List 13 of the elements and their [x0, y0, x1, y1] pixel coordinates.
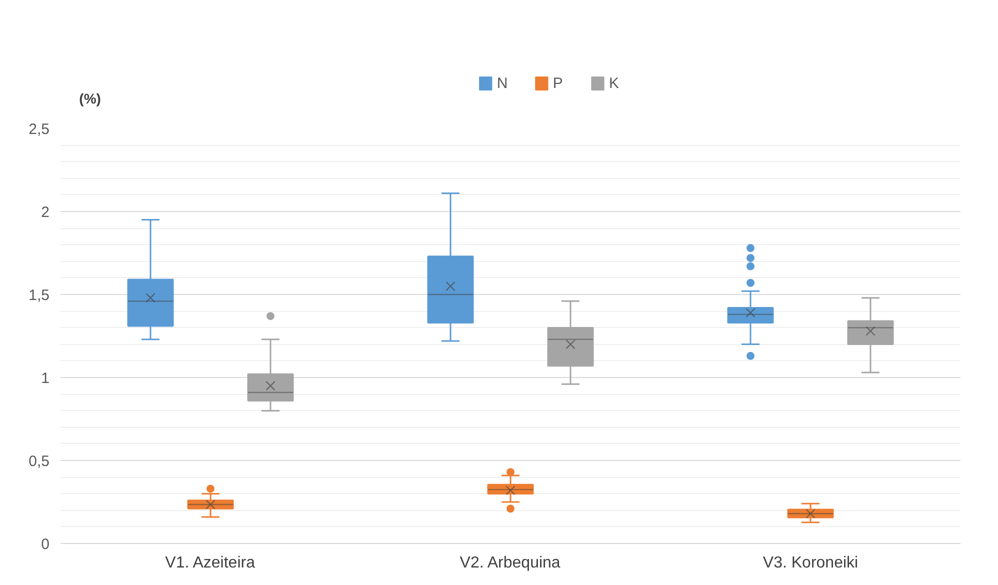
y-tick-label: 1,5 — [28, 287, 50, 304]
legend-label: K — [608, 75, 619, 92]
y-tick-label: 0 — [41, 536, 50, 553]
x-tick-label: V2. Arbequina — [460, 554, 560, 572]
legend-label: N — [496, 75, 508, 92]
x-tick-label: V1. Azeiteira — [165, 554, 256, 572]
y-tick-label: 2 — [41, 204, 50, 221]
legend-label: P — [552, 75, 563, 92]
y-tick-label: 2,5 — [28, 121, 50, 138]
x-tick-label: V3. Koroneiki — [762, 554, 858, 572]
y-tick-label: 1 — [41, 370, 50, 387]
y-axis-title: (%) — [79, 90, 101, 106]
y-tick-label: 0,5 — [28, 453, 50, 470]
